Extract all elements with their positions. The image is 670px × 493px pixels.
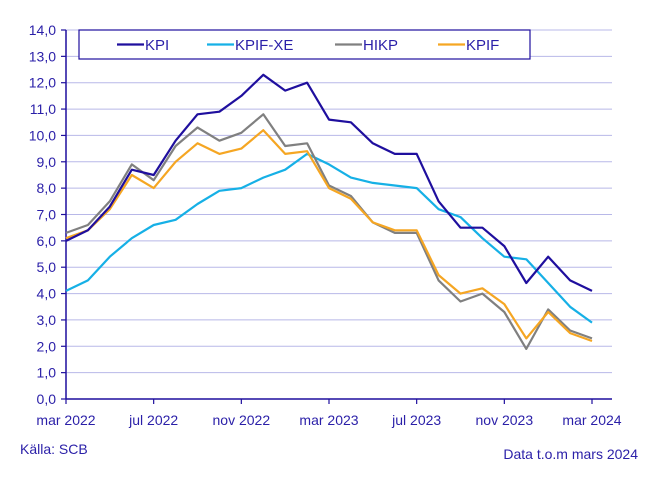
x-tick-label: mar 2023 bbox=[299, 412, 358, 428]
y-tick-label: 4,0 bbox=[37, 286, 57, 302]
legend-label-kpi: KPI bbox=[145, 37, 169, 54]
legend-label-kpif-xe: KPIF-XE bbox=[235, 37, 293, 54]
legend: KPI KPIF-XE HIKP KPIF bbox=[78, 29, 531, 60]
y-tick-label: 13,0 bbox=[29, 48, 56, 64]
x-axis-ticks: mar 2022 jul 2022 nov 2022 mar 2023 jul 2023… bbox=[36, 399, 622, 428]
x-tick-label: jul 2022 bbox=[128, 412, 178, 428]
y-tick-label: 2,0 bbox=[37, 338, 57, 354]
y-axis-ticks: 0,0 1,0 2,0 3,0 4,0 5,0 6,0 7,0 8,0 9,0 10,0 11,0 12… bbox=[29, 22, 66, 407]
x-tick-label: mar 2024 bbox=[562, 412, 621, 428]
y-tick-label: 3,0 bbox=[37, 312, 57, 328]
y-tick-label: 7,0 bbox=[37, 207, 57, 223]
y-tick-label: 5,0 bbox=[37, 259, 57, 275]
y-tick-label: 9,0 bbox=[37, 154, 57, 170]
y-tick-label: 6,0 bbox=[37, 233, 57, 249]
series-line-kpi bbox=[65, 73, 593, 292]
y-tick-label: 12,0 bbox=[29, 75, 56, 91]
x-tick-label: jul 2023 bbox=[391, 412, 441, 428]
x-tick-label: nov 2022 bbox=[213, 412, 271, 428]
source-note: Källa: SCB bbox=[20, 441, 88, 457]
grid-lines bbox=[66, 29, 612, 374]
y-tick-label: 11,0 bbox=[30, 101, 56, 117]
series-line-hikp bbox=[65, 113, 593, 350]
x-tick-label: mar 2022 bbox=[36, 412, 95, 428]
y-tick-label: 8,0 bbox=[37, 180, 57, 196]
data-range-note: Data t.o.m mars 2024 bbox=[503, 446, 638, 462]
series-line-kpif bbox=[65, 129, 593, 343]
legend-label-hikp: HIKP bbox=[363, 37, 398, 54]
y-tick-label: 0,0 bbox=[37, 391, 57, 407]
series-line-kpif-xe bbox=[65, 152, 593, 324]
legend-label-kpif: KPIF bbox=[466, 37, 499, 54]
series-lines bbox=[65, 73, 593, 350]
y-tick-label: 10,0 bbox=[29, 127, 56, 143]
y-tick-label: 1,0 bbox=[37, 365, 57, 381]
x-tick-label: nov 2023 bbox=[476, 412, 534, 428]
y-tick-label: 14,0 bbox=[29, 22, 56, 38]
